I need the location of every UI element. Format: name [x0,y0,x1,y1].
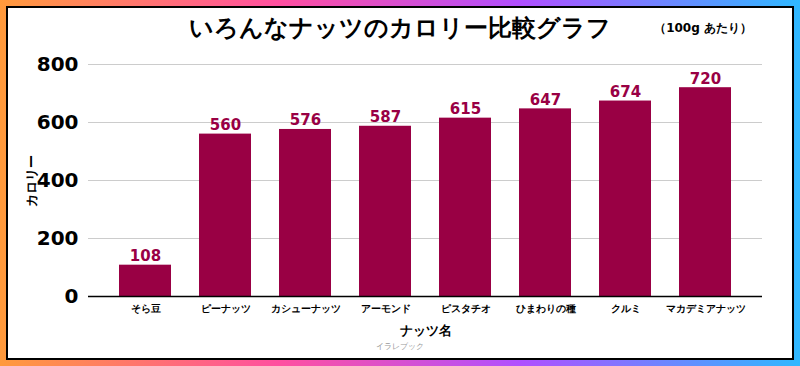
svg-text:560: 560 [210,116,241,134]
svg-text:615: 615 [450,100,481,118]
svg-text:108: 108 [130,247,161,265]
svg-text:400: 400 [37,168,79,192]
svg-text:カシューナッツ: カシューナッツ [271,303,341,314]
svg-text:そら豆: そら豆 [131,303,161,314]
svg-text:ナッツ名: ナッツ名 [400,323,452,338]
svg-text:ピーナッツ: ピーナッツ [201,303,251,314]
svg-text:200: 200 [37,226,79,250]
svg-text:674: 674 [610,83,641,101]
svg-text:マカデミアナッツ: マカデミアナッツ [666,303,746,314]
svg-text:クルミ: クルミ [611,303,641,314]
svg-text:ピスタチオ: ピスタチオ [441,303,491,314]
svg-text:アーモンド: アーモンド [361,303,411,314]
svg-text:0: 0 [65,284,79,308]
svg-text:587: 587 [370,108,401,126]
svg-text:600: 600 [37,110,79,134]
svg-text:647: 647 [530,91,561,109]
svg-text:720: 720 [690,70,721,88]
html-text:イラレブック: イラレブック [376,342,424,351]
svg-text:ひまわりの種: ひまわりの種 [516,303,576,314]
html-text:（100g あたり）: （100g あたり） [654,21,752,35]
html-text:いろんなナッツのカロリー比較グラフ: いろんなナッツのカロリー比較グラフ [189,14,611,42]
svg-text:800: 800 [37,52,79,76]
svg-text:576: 576 [290,111,321,129]
svg-text:カロリー: カロリー [24,155,39,207]
